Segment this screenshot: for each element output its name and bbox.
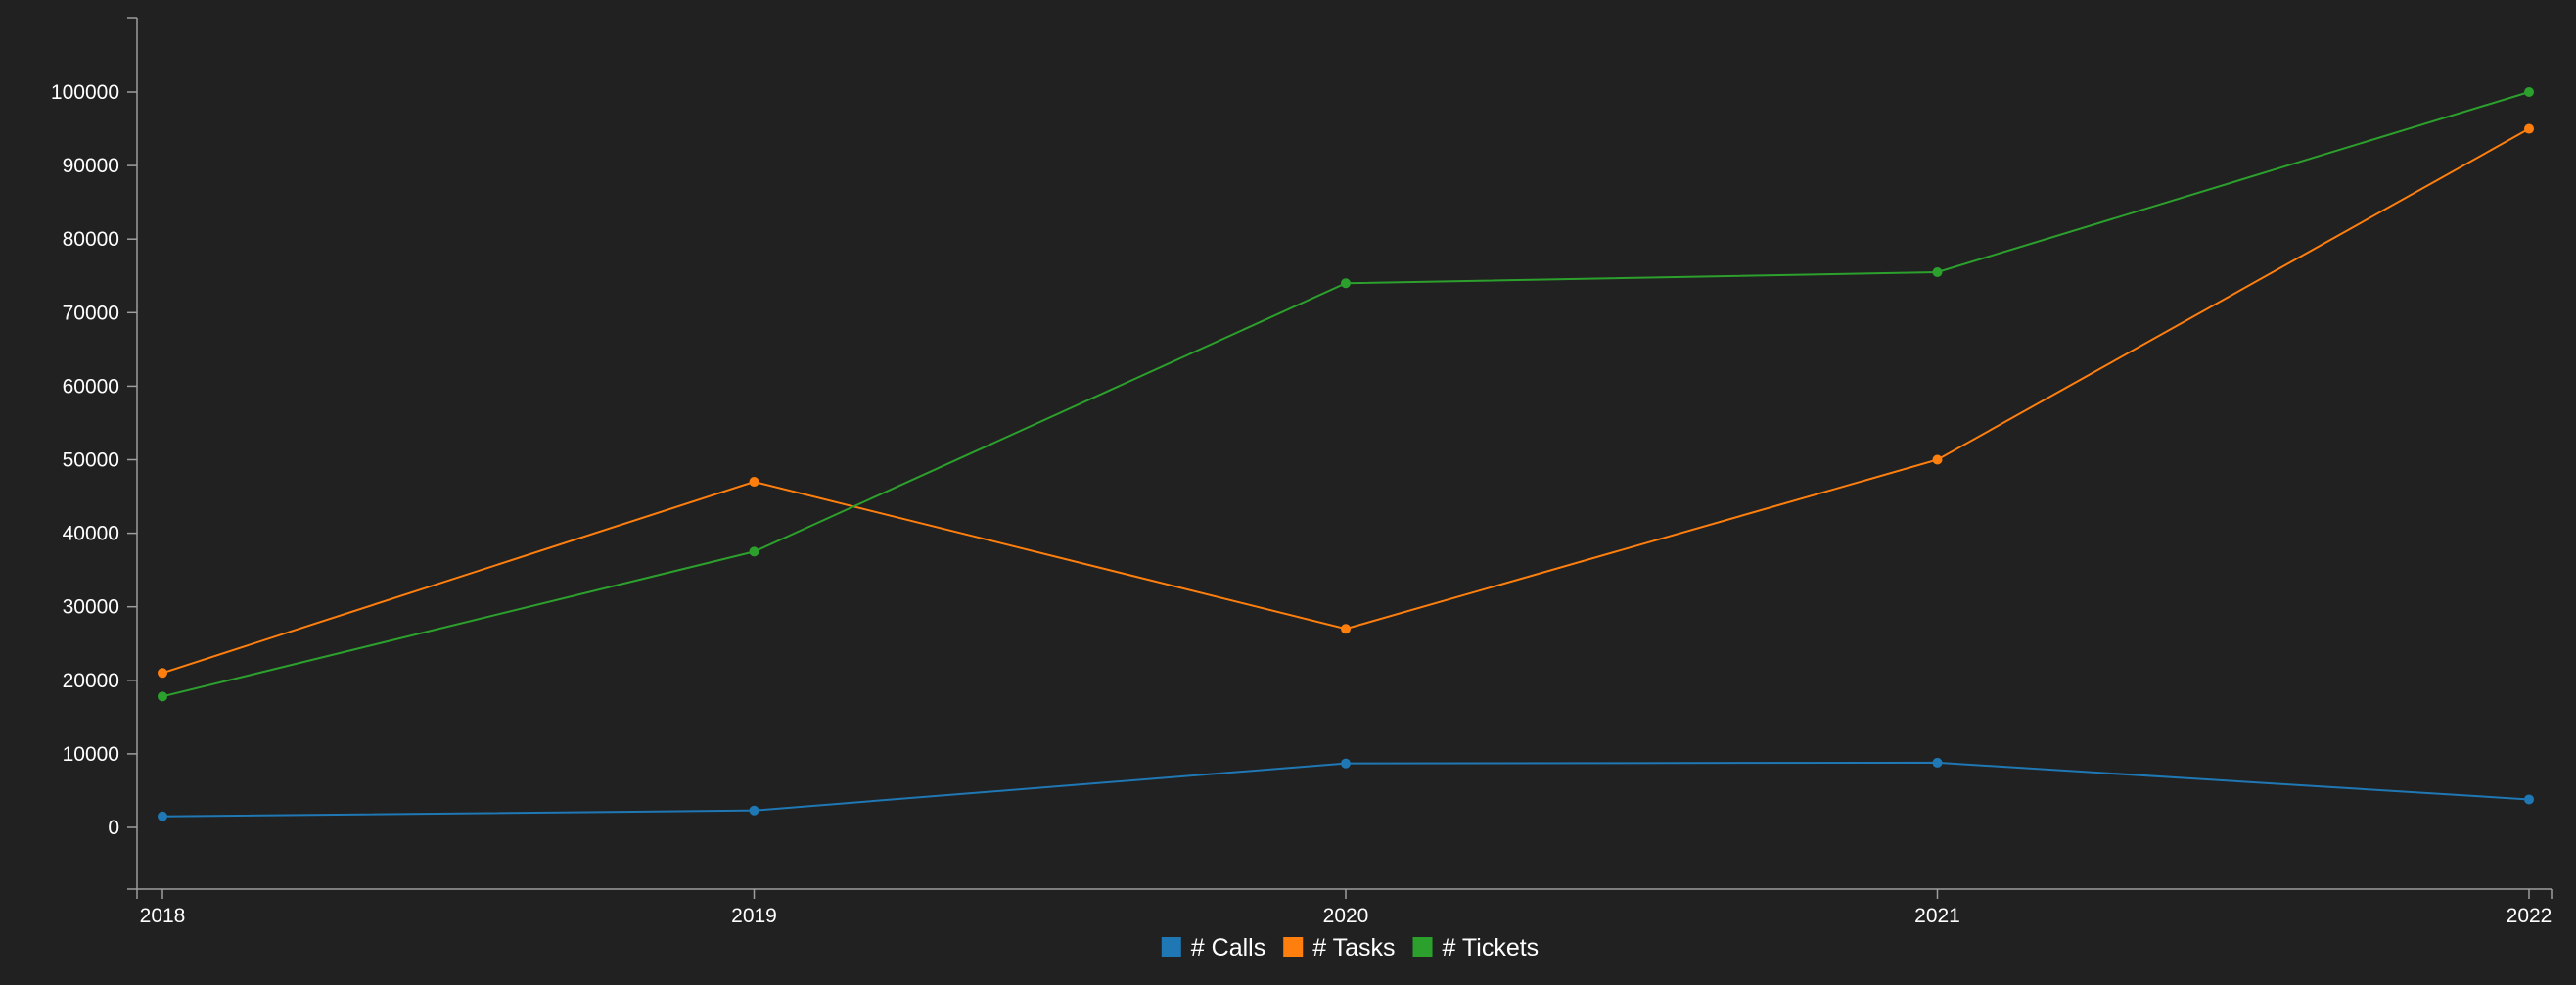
x-axis: 2018 2019 2020 2021 2022 — [136, 888, 2553, 927]
series-line — [161, 127, 2530, 675]
y-tick-label: 30000 — [63, 596, 119, 619]
x-tick-label: 2021 — [1914, 905, 1960, 927]
data-point[interactable] — [749, 477, 759, 488]
y-tick-label: 40000 — [63, 523, 119, 545]
y-tick-label: 70000 — [63, 302, 119, 324]
y-tick-label: 0 — [108, 817, 119, 839]
series-line — [161, 91, 2530, 698]
y-tick-label: 80000 — [63, 228, 119, 251]
legend-item[interactable]: # Tasks — [1283, 934, 1396, 962]
x-tick-label: 2020 — [1323, 905, 1369, 927]
data-point[interactable] — [1932, 454, 1943, 465]
legend-label: # Tickets — [1443, 934, 1540, 962]
data-point[interactable] — [158, 668, 167, 679]
series-layer — [158, 87, 2534, 821]
data-point[interactable] — [2524, 123, 2534, 134]
data-point[interactable] — [749, 805, 759, 816]
legend-swatch — [1161, 937, 1181, 957]
legend: # Calls # Tasks # Tickets — [1161, 934, 1540, 962]
data-point[interactable] — [1341, 758, 1351, 769]
y-tick-label: 60000 — [63, 375, 119, 398]
y-tick-label: 100000 — [51, 81, 119, 104]
data-point[interactable] — [2524, 794, 2534, 805]
y-tick-label: 20000 — [63, 670, 119, 692]
legend-swatch — [1283, 937, 1304, 957]
y-tick-label: 50000 — [63, 449, 119, 472]
legend-item[interactable]: # Tickets — [1412, 934, 1540, 962]
legend-swatch — [1412, 937, 1433, 957]
series-line — [161, 761, 2530, 818]
data-point[interactable] — [1932, 757, 1943, 768]
series-1 — [158, 123, 2534, 679]
legend-label: # Tasks — [1312, 934, 1395, 962]
legend-label: # Calls — [1191, 934, 1265, 962]
y-tick-label: 10000 — [63, 743, 119, 766]
data-point[interactable] — [749, 546, 759, 557]
legend-item[interactable]: # Calls — [1161, 934, 1265, 962]
x-tick-label: 2022 — [2507, 905, 2553, 927]
data-point[interactable] — [158, 691, 167, 702]
data-point[interactable] — [2524, 87, 2534, 97]
series-0 — [158, 757, 2534, 821]
data-point[interactable] — [1341, 624, 1351, 634]
data-point[interactable] — [1341, 278, 1351, 289]
data-point[interactable] — [1932, 266, 1943, 277]
series-2 — [158, 87, 2534, 702]
y-tick-label: 90000 — [63, 155, 119, 177]
data-point[interactable] — [158, 811, 167, 821]
y-axis: 0 10000 20000 30000 40000 50000 60000 70000 8000… — [51, 17, 138, 890]
x-tick-label: 2019 — [731, 905, 777, 927]
x-tick-label: 2018 — [140, 905, 186, 927]
